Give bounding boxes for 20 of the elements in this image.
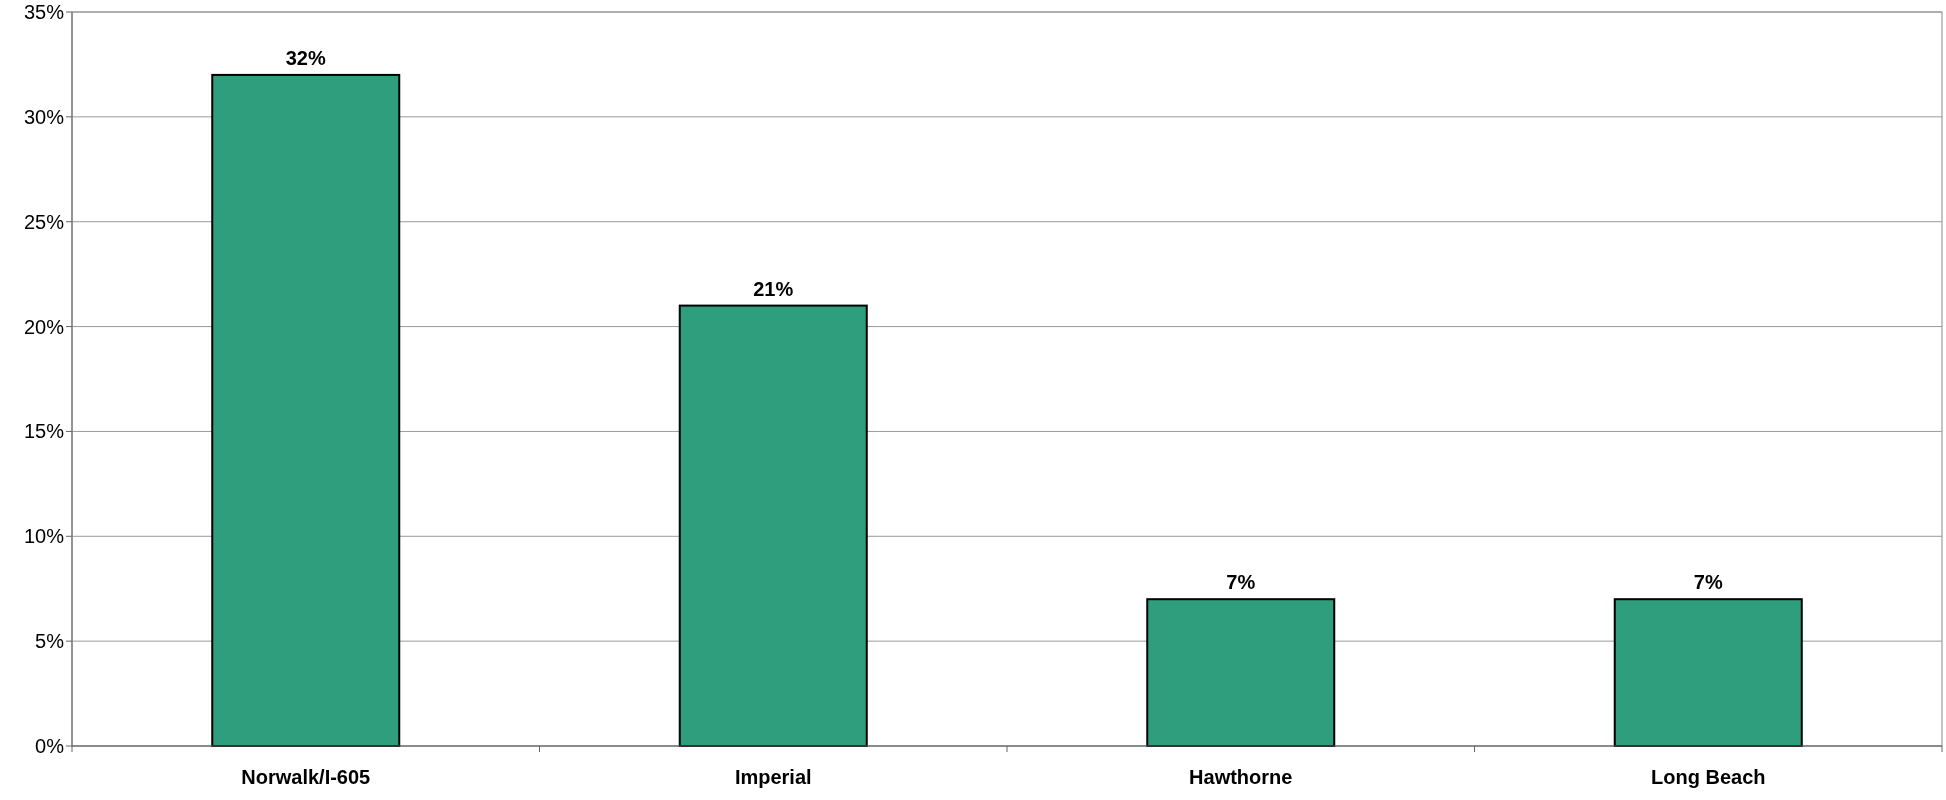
y-tick-label: 25% [23, 210, 65, 233]
x-tick-label: Norwalk/I-605 [241, 766, 371, 788]
data-label: 32% [285, 46, 326, 69]
y-tick-label: 5% [35, 630, 65, 653]
data-label: 7% [1226, 571, 1256, 594]
bar [678, 304, 868, 747]
y-tick-label: 15% [23, 420, 65, 443]
data-label: 7% [1693, 571, 1723, 594]
y-tick-label: 10% [23, 525, 65, 548]
y-tick-label: 35% [23, 1, 65, 23]
bar [1146, 598, 1336, 747]
bar [211, 73, 401, 747]
y-tick-label: 0% [35, 735, 65, 757]
x-tick-label: Imperial [734, 766, 812, 788]
x-tick-label: Long Beach [1651, 766, 1766, 788]
x-tick-label: Hawthorne [1189, 766, 1293, 788]
y-tick-label: 20% [23, 315, 65, 338]
y-tick-label: 30% [23, 105, 65, 128]
data-label: 21% [753, 277, 794, 300]
bar [1613, 598, 1803, 747]
